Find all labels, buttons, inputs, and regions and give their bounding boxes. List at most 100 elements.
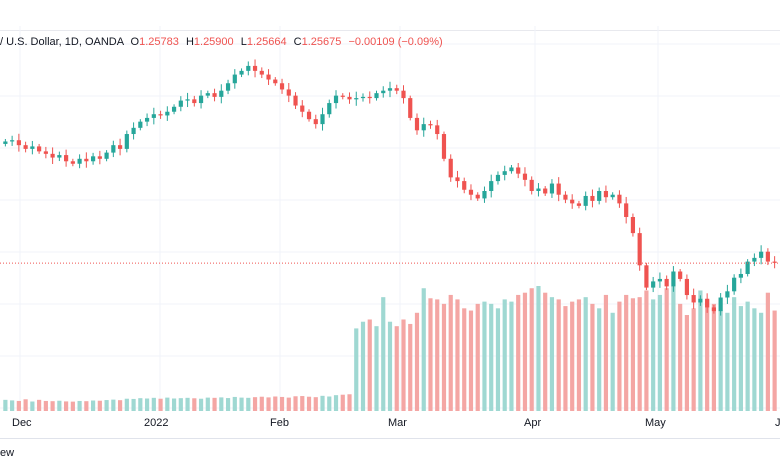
symbol-legend: / U.S. Dollar, 1D, OANDA O1.25783 H1.259…	[0, 34, 443, 50]
candle-body	[266, 74, 271, 80]
volume-bar	[428, 298, 433, 411]
volume-bar	[225, 398, 231, 411]
volume-bar	[387, 321, 393, 411]
volume-bar	[192, 398, 197, 411]
candle-body	[50, 153, 55, 158]
candle-body	[300, 105, 305, 112]
high-label: H	[185, 36, 194, 48]
volume-bar	[401, 319, 406, 411]
volume-bar	[360, 321, 366, 411]
volume-bar	[165, 397, 170, 411]
candle-body	[401, 90, 406, 99]
candle-body	[219, 90, 224, 97]
volume-bar	[313, 397, 318, 411]
low-value: 1.25664	[246, 36, 287, 48]
open-label: O	[130, 36, 140, 48]
candle-body	[333, 95, 339, 104]
volume-bar	[516, 294, 521, 411]
volume-bar	[489, 303, 494, 411]
volume-bar	[725, 312, 730, 411]
x-axis-tick-label: Feb	[270, 417, 289, 429]
volume-bar	[64, 401, 69, 411]
candle-body	[84, 158, 89, 162]
volume-bar	[475, 303, 480, 411]
volume-bar	[603, 294, 609, 411]
volume-bar	[300, 396, 305, 411]
candle-body	[772, 261, 777, 263]
candle-body	[462, 181, 467, 190]
candle-body	[752, 257, 757, 262]
bottom-toolbar: ew	[0, 438, 780, 471]
candle-body	[171, 106, 177, 112]
candle-body	[664, 278, 669, 287]
candle-body	[590, 195, 595, 201]
candle-body	[124, 134, 129, 149]
candle-body	[212, 93, 217, 97]
candle-body	[192, 99, 197, 104]
x-axis-tick-label: Dec	[12, 417, 32, 429]
candle-body	[630, 217, 636, 234]
volume-bar	[549, 297, 555, 411]
candle-body	[428, 124, 433, 126]
candle-body	[158, 114, 163, 116]
candle-body	[610, 194, 615, 198]
candle-body	[293, 95, 298, 106]
volume-bar	[273, 396, 278, 411]
candle-body	[475, 194, 480, 199]
candle-body	[441, 134, 447, 159]
candle-body	[745, 261, 750, 274]
candle-body	[732, 277, 737, 292]
candle-body	[117, 145, 123, 149]
bottom-toolbar-text[interactable]: ew	[0, 447, 15, 459]
volume-bar	[684, 315, 689, 411]
candle-body	[495, 174, 501, 182]
candle-body	[306, 111, 312, 120]
candle-body	[354, 98, 359, 100]
candlestick-chart[interactable]: Dec 2022 Feb Mar Apr May J	[0, 26, 780, 436]
candle-body	[16, 140, 21, 146]
volume-bar	[583, 297, 588, 411]
volume-bar	[198, 398, 204, 411]
chart-area[interactable]: Dec 2022 Feb Mar Apr May J	[0, 26, 780, 436]
candle-body	[657, 278, 663, 282]
candle-body	[644, 265, 649, 288]
volume-bar	[597, 308, 602, 411]
candle-body	[232, 74, 237, 84]
candle-body	[327, 103, 332, 115]
volume-bar	[138, 398, 143, 411]
candle-body	[225, 83, 231, 91]
volume-bar	[522, 292, 528, 411]
high-value: 1.25900	[193, 36, 234, 48]
volume-bar	[509, 301, 514, 411]
candle-body	[543, 188, 548, 194]
volume-bar	[3, 399, 8, 411]
volume-bar	[765, 292, 770, 411]
candle-body	[414, 117, 420, 131]
volume-bar	[246, 397, 251, 411]
volume-bar	[752, 308, 757, 411]
candle-body	[576, 203, 582, 206]
volume-bar	[327, 396, 332, 411]
volume-bar	[23, 399, 28, 411]
volume-bar	[563, 306, 568, 411]
candle-body	[556, 183, 561, 195]
volume-bar	[205, 397, 210, 411]
candle-body	[408, 98, 413, 118]
candle-body	[705, 298, 710, 308]
candle-body	[482, 191, 487, 199]
volume-bar	[421, 288, 426, 411]
volume-bar	[711, 303, 716, 411]
candle-body	[394, 88, 399, 91]
volume-bar	[30, 401, 35, 411]
candle-body	[597, 191, 602, 201]
candle-body	[678, 271, 683, 279]
volume-bar	[455, 299, 460, 411]
candle-body	[725, 291, 730, 298]
volume-bar	[37, 399, 42, 411]
candle-body	[698, 298, 703, 303]
volume-bar	[124, 398, 129, 411]
candle-body	[37, 146, 42, 152]
candle-body	[131, 127, 136, 135]
volume-bar	[57, 400, 62, 411]
candle-body	[320, 114, 325, 125]
